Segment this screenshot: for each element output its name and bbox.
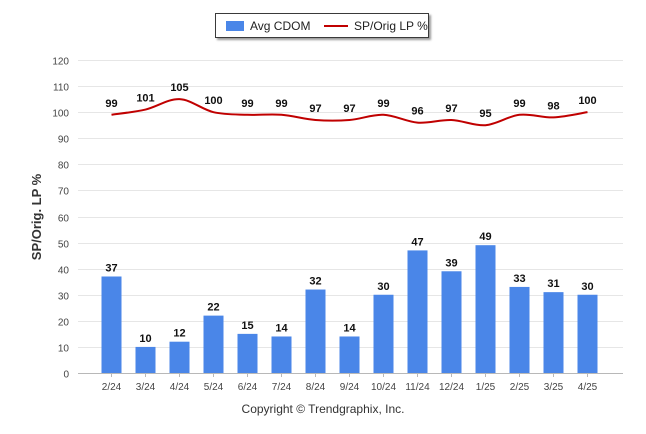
x-tick-label: 1/25 (476, 382, 496, 393)
bar-data-label: 49 (479, 231, 491, 243)
line-data-label: 95 (479, 108, 491, 120)
x-tick-label: 11/24 (405, 382, 430, 393)
y-axis-label: SP/Orig. LP % (29, 173, 44, 260)
x-tick-label: 2/24 (102, 382, 122, 393)
line-data-label: 101 (136, 93, 154, 105)
bar (237, 333, 258, 373)
x-tick-label: 8/24 (306, 382, 326, 393)
line-data-label: 98 (547, 100, 559, 112)
bar-data-label: 30 (377, 281, 389, 293)
y-axis-ticks: 0 10 20 30 40 50 60 70 80 90 100 110 120 (52, 57, 69, 381)
bar (373, 294, 394, 373)
bar (305, 289, 326, 373)
y-tick-label: 70 (58, 187, 70, 198)
line-data-label: 97 (309, 103, 321, 115)
bar (271, 336, 292, 373)
y-tick-label: 120 (52, 57, 69, 68)
bar-data-label: 33 (513, 273, 525, 285)
bar (475, 245, 496, 373)
legend-label-sp-orig-lp: SP/Orig LP % (354, 18, 428, 33)
grid-lines (78, 60, 623, 374)
legend-item-avg-cdom: Avg CDOM (226, 14, 310, 37)
bar (169, 341, 190, 373)
line-series (111, 98, 588, 127)
y-tick-label: 50 (58, 240, 70, 251)
bar (407, 250, 428, 373)
line-data-label: 97 (445, 103, 457, 115)
y-tick-label: 90 (58, 135, 70, 146)
line-data-labels: 99 101 105 100 99 99 97 97 99 96 97 95 99 98 100 (105, 82, 596, 120)
line-data-label: 100 (578, 95, 596, 107)
x-axis-ticks: 2/24 3/24 4/24 5/24 6/24 7/24 8/24 9/24 10/24 11/… (102, 373, 598, 393)
bar (339, 336, 360, 373)
line-data-label: 105 (170, 82, 188, 94)
y-tick-label: 0 (63, 370, 69, 381)
bar (101, 276, 122, 373)
legend-line-swatch (324, 24, 348, 27)
legend: Avg CDOM SP/Orig LP % (215, 13, 429, 38)
line-data-label: 97 (343, 103, 355, 115)
bar-data-label: 14 (343, 322, 356, 334)
y-tick-label: 60 (58, 214, 70, 225)
bar-data-label: 31 (547, 278, 559, 290)
line-data-label: 96 (411, 106, 423, 118)
legend-label-avg-cdom: Avg CDOM (250, 18, 311, 33)
bar (509, 286, 530, 373)
x-tick-label: 2/25 (510, 382, 530, 393)
y-tick-label: 20 (58, 318, 70, 329)
bar-data-label: 14 (275, 322, 288, 334)
bar-data-labels: 37 10 12 22 15 14 32 14 30 47 39 49 33 31 30 (105, 231, 593, 345)
x-tick-label: 4/24 (170, 382, 190, 393)
bar-data-label: 22 (207, 302, 219, 314)
x-tick-label: 5/24 (204, 382, 224, 393)
bar-data-label: 32 (309, 276, 321, 288)
y-tick-label: 30 (58, 292, 70, 303)
bar (543, 292, 564, 373)
bar (203, 315, 224, 373)
x-tick-label: 7/24 (272, 382, 292, 393)
legend-item-sp-orig-lp: SP/Orig LP % (324, 14, 428, 37)
line-data-label: 99 (241, 98, 253, 110)
bar (135, 346, 156, 373)
bar (577, 294, 598, 373)
x-tick-label: 3/25 (544, 382, 564, 393)
bar-data-label: 12 (173, 328, 185, 340)
bar-data-label: 37 (105, 262, 117, 274)
x-tick-label: 12/24 (439, 382, 464, 393)
line-data-label: 99 (513, 98, 525, 110)
y-tick-label: 110 (53, 83, 69, 94)
legend-bar-swatch (226, 20, 244, 31)
x-tick-label: 3/24 (136, 382, 156, 393)
bar-data-label: 39 (445, 257, 457, 269)
bar-data-label: 15 (241, 320, 253, 332)
y-tick-label: 100 (52, 109, 69, 120)
y-tick-label: 80 (58, 161, 70, 172)
bar-data-label: 10 (139, 333, 151, 345)
line-data-label: 99 (275, 98, 287, 110)
bar-data-label: 30 (581, 281, 593, 293)
bar-data-label: 47 (411, 236, 423, 248)
x-tick-label: 4/25 (578, 382, 598, 393)
line-data-label: 99 (105, 98, 117, 110)
x-tick-label: 6/24 (238, 382, 258, 393)
y-tick-label: 10 (58, 344, 70, 355)
line-data-label: 100 (204, 95, 222, 107)
x-tick-label: 10/24 (371, 382, 396, 393)
y-tick-label: 40 (58, 266, 70, 277)
bar (441, 271, 462, 373)
x-tick-label: 9/24 (340, 382, 360, 393)
bar-series (101, 245, 598, 373)
line-data-label: 99 (377, 98, 389, 110)
copyright-footer: Copyright © Trendgraphix, Inc. (241, 402, 405, 416)
